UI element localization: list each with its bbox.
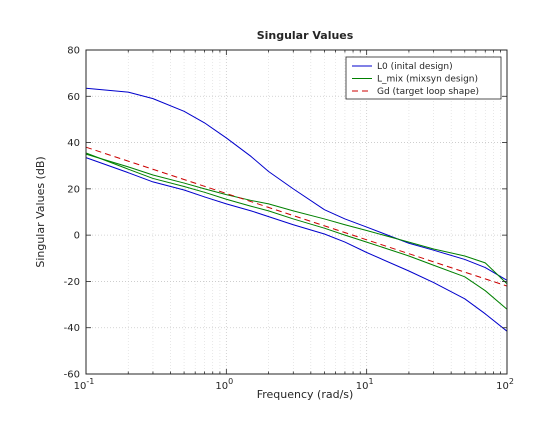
series-0-line-0 xyxy=(85,87,508,281)
y-tick-label: 20 xyxy=(67,184,80,195)
series-2-line-0 xyxy=(85,146,508,287)
x-tick-label-base: 10 xyxy=(496,381,509,392)
grid-layer xyxy=(86,50,507,374)
x-tick-label: 102 xyxy=(496,377,514,392)
y-tick-label: 60 xyxy=(67,92,80,103)
legend: L0 (inital design) L_mix (mixsyn design) G… xyxy=(345,56,502,100)
y-tick-label: 80 xyxy=(67,46,80,57)
x-tick-label-exponent: 1 xyxy=(368,377,373,386)
legend-entry: L0 (inital design) xyxy=(377,62,453,72)
x-tick-label-base: 10 xyxy=(356,381,369,392)
x-tick-label-exponent: -1 xyxy=(86,377,94,386)
plot-frame xyxy=(85,49,508,375)
x-tick-label: 101 xyxy=(356,377,374,392)
x-tick-label-exponent: 2 xyxy=(509,377,514,386)
x-tick-label-base: 10 xyxy=(215,381,228,392)
series-1-line-1 xyxy=(85,152,508,310)
y-tick-label: -40 xyxy=(64,323,80,334)
x-tick-label: 100 xyxy=(215,377,233,392)
x-axis-label: Frequency (rad/s) xyxy=(257,388,354,401)
x-tick-label-exponent: 0 xyxy=(228,377,233,386)
y-tick-label: 40 xyxy=(67,138,80,149)
x-tick-label-base: 10 xyxy=(74,381,87,392)
series-1-line-0 xyxy=(85,153,508,285)
series-layer xyxy=(85,87,508,332)
legend-entry: Gd (target loop shape) xyxy=(377,87,479,97)
chart-title: Singular Values xyxy=(257,29,354,42)
y-tick-label: 0 xyxy=(74,231,80,242)
y-axis-label: Singular Values (dB) xyxy=(34,156,47,267)
y-tick-label: -60 xyxy=(64,370,80,381)
y-tick-label: -20 xyxy=(64,277,80,288)
x-tick-label: 10-1 xyxy=(74,377,95,392)
legend-entry: L_mix (mixsyn design) xyxy=(377,75,478,85)
series-0-line-1 xyxy=(85,157,508,332)
